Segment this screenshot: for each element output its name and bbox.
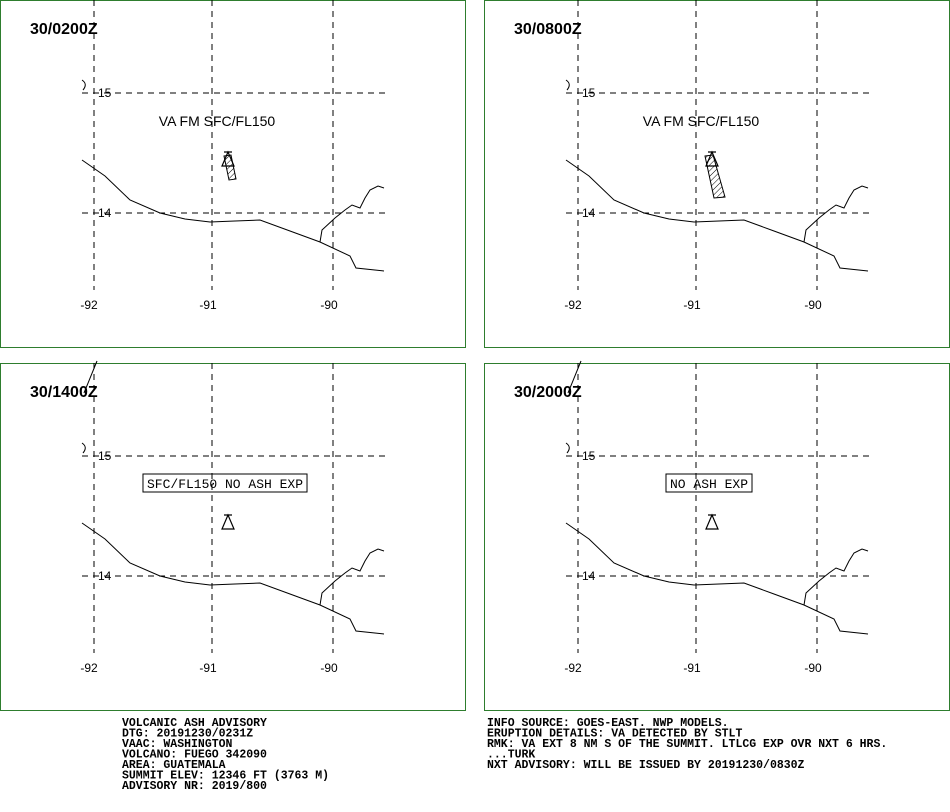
longitude-label: -90 (320, 661, 338, 675)
ash-area (223, 154, 237, 181)
latitude-label: 15 (98, 86, 112, 100)
advisory-line: VAAC: WASHINGTON (122, 738, 233, 751)
valid-time: 30/0200Z (30, 21, 98, 38)
note-box (665, 473, 753, 493)
longitude-label: -90 (804, 298, 822, 312)
advisory-line: SUMMIT ELEV: 12346 FT (3763 M) (122, 770, 329, 783)
latitude-label: 14 (98, 569, 112, 583)
valid-time: 30/2000Z (514, 384, 582, 401)
panel-frame (0, 363, 466, 711)
longitude-label: -92 (80, 298, 98, 312)
latitude-label: 15 (582, 86, 596, 100)
coastline (565, 159, 869, 272)
panel-frame (484, 363, 950, 711)
volcano-symbol (221, 150, 235, 167)
longitude-label: -90 (804, 661, 822, 675)
advisory-line: DTG: 20191230/0231Z (122, 728, 253, 741)
coastline (81, 522, 385, 635)
coast-fragment (81, 79, 86, 91)
advisory-line: ERUPTION DETAILS: VA DETECTED BY STLT (487, 728, 742, 741)
forecast-note: VA FM SFC/FL150 (643, 113, 760, 129)
advisory-line: INFO SOURCE: GOES-EAST. NWP MODELS. (487, 717, 729, 730)
map-panel: 15 14 -92 -91 -90 30/0800Z VA FM SFC/FL150 (484, 0, 950, 348)
longitude-label: -90 (320, 298, 338, 312)
volcano-symbol (705, 513, 719, 530)
map-panel: 15 14 -92 -91 -90 30/1400Z SFC/FL150 NO ASH EX… (0, 360, 466, 711)
coast-fragment (83, 360, 98, 394)
latitude-label: 14 (582, 569, 596, 583)
advisory-line: RMK: VA EXT 8 NM S OF THE SUMMIT. LTLCG … (487, 738, 887, 751)
latitude-label: 14 (98, 206, 112, 220)
longitude-label: -91 (199, 661, 217, 675)
latitude-label: 14 (582, 206, 596, 220)
coastline (803, 185, 869, 243)
advisory-line: NXT ADVISORY: WILL BE ISSUED BY 20191230… (487, 759, 805, 772)
coastline (319, 185, 385, 243)
longitude-label: -92 (80, 661, 98, 675)
latitude-label: 15 (98, 449, 112, 463)
volcano-symbol (221, 513, 235, 530)
coast-fragment (565, 79, 570, 91)
volcano-symbol (705, 150, 719, 167)
advisory-line: VOLCANO: FUEGO 342090 (122, 749, 267, 762)
valid-time: 30/1400Z (30, 384, 98, 401)
coastline (319, 548, 385, 606)
advisory-line: VOLCANIC ASH ADVISORY (122, 717, 267, 730)
coastline (565, 522, 869, 635)
forecast-note: VA FM SFC/FL150 (159, 113, 276, 129)
longitude-label: -91 (199, 298, 217, 312)
coastline (803, 548, 869, 606)
advisory-line: ADVISORY NR: 2019/800 (122, 780, 267, 793)
coast-fragment (565, 442, 570, 454)
valid-time: 30/0800Z (514, 21, 582, 38)
longitude-label: -91 (683, 661, 701, 675)
longitude-label: -91 (683, 298, 701, 312)
advisory-line: ...TURK (487, 749, 535, 762)
longitude-label: -92 (564, 298, 582, 312)
coastline (81, 159, 385, 272)
latitude-label: 15 (582, 449, 596, 463)
coast-fragment (81, 442, 86, 454)
forecast-note: SFC/FL150 NO ASH EXP (147, 477, 303, 492)
map-panel: 15 14 -92 -91 -90 30/0200Z VA FM SFC/FL150 (0, 0, 466, 348)
advisory-line: AREA: GUATEMALA (122, 759, 226, 772)
panel-frame (0, 0, 466, 348)
note-box (142, 473, 308, 493)
forecast-note: NO ASH EXP (670, 477, 748, 492)
map-panel: 15 14 -92 -91 -90 30/2000Z NO ASH EXP (484, 360, 950, 711)
coast-fragment (567, 360, 582, 394)
longitude-label: -92 (564, 661, 582, 675)
